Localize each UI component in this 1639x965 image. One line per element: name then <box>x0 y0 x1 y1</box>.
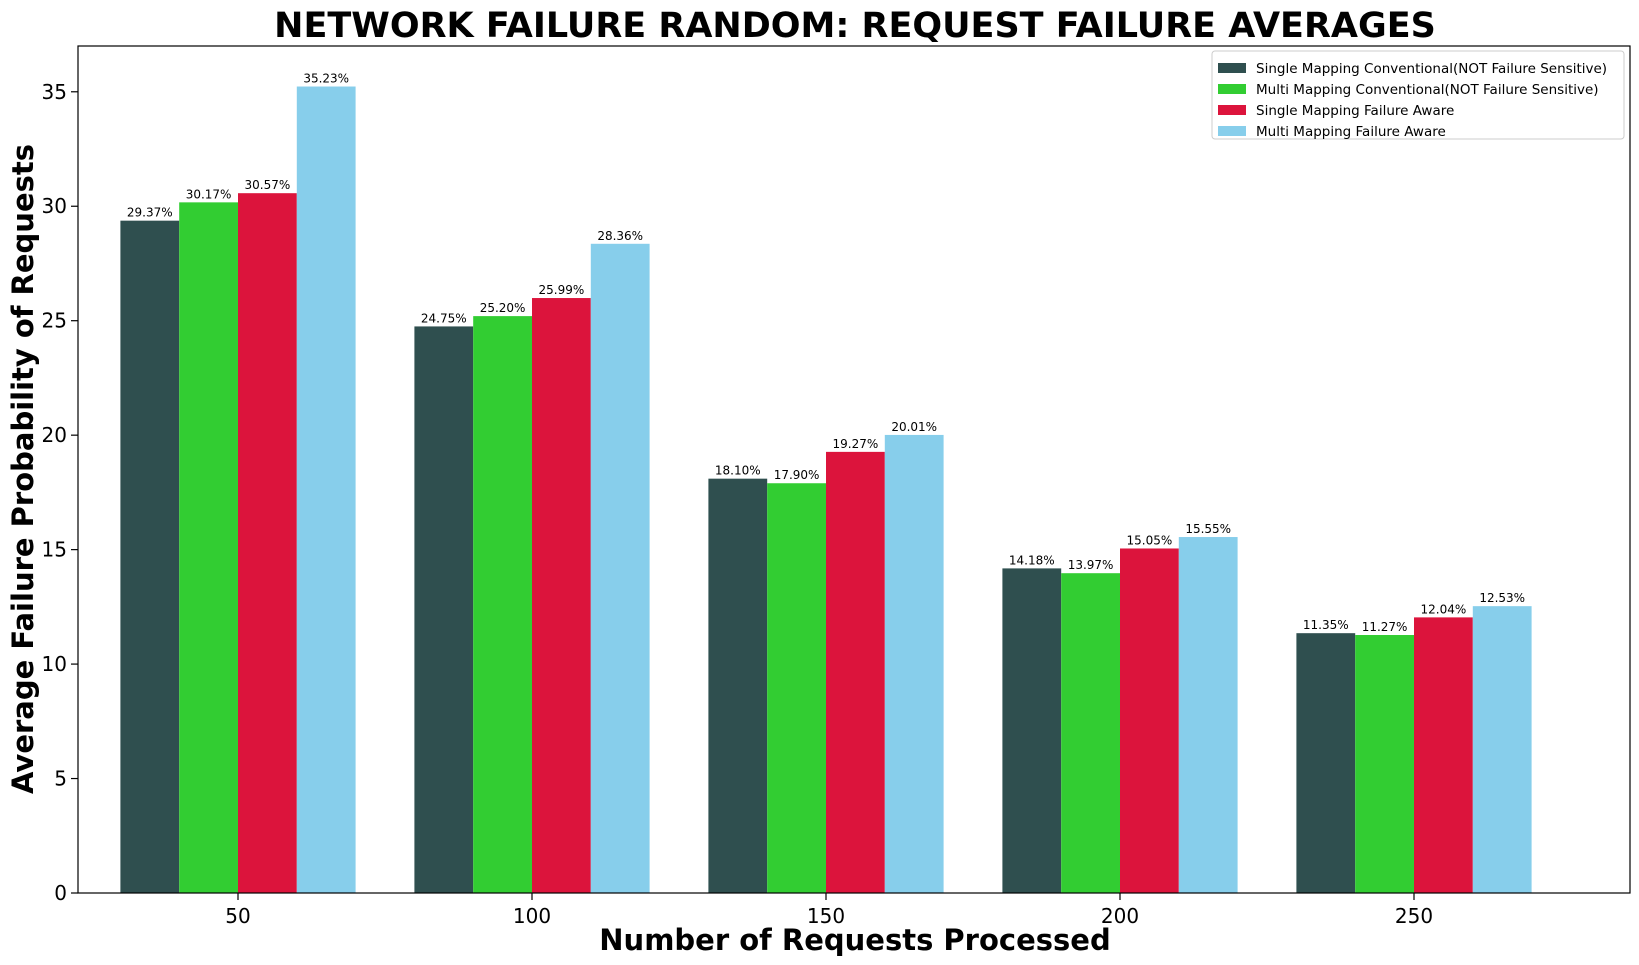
data-label-s2-200: 13.97% <box>1068 558 1114 572</box>
data-label-s1-200: 14.18% <box>1009 553 1055 567</box>
legend: Single Mapping Conventional(NOT Failure … <box>1211 50 1625 140</box>
bar-s4-100 <box>590 243 650 894</box>
legend-label-3: Single Mapping Failure Aware <box>1256 103 1454 119</box>
bar-s4-50 <box>296 86 356 893</box>
x-tick-label-200: 200 <box>1101 904 1139 928</box>
data-label-s4-50: 35.23% <box>303 72 349 86</box>
data-label-s1-100: 24.75% <box>421 311 467 325</box>
chart-title: NETWORK FAILURE RANDOM: REQUEST FAILURE … <box>274 6 1436 46</box>
data-label-s4-100: 28.36% <box>597 229 643 243</box>
plot-frame <box>77 45 1631 894</box>
data-label-s4-200: 15.55% <box>1185 522 1231 536</box>
bar-s2-100 <box>473 316 532 893</box>
x-tick-label-150: 150 <box>807 904 845 928</box>
data-label-s2-150: 17.90% <box>774 468 820 482</box>
data-label-s1-150: 18.10% <box>715 464 761 478</box>
y-tick-label-35: 35 <box>42 80 67 104</box>
data-label-s3-150: 19.27% <box>833 437 879 451</box>
bar-s3-200 <box>1120 548 1179 893</box>
plot-area: 29.37% 24.75% 18.10% 14.18% 11.35% 30.17% 25.2… <box>42 45 1631 928</box>
bar-s1-100 <box>414 326 474 893</box>
y-tick-label-15: 15 <box>42 538 67 562</box>
data-label-s4-150: 20.01% <box>891 420 937 434</box>
legend-label-2: Multi Mapping Conventional(NOT Failure S… <box>1256 82 1599 98</box>
bar-s3-100 <box>532 298 591 893</box>
legend-label-1: Single Mapping Conventional(NOT Failure … <box>1256 61 1607 77</box>
data-label-s3-100: 25.99% <box>539 283 585 297</box>
bar-s3-50 <box>238 193 297 893</box>
x-axis-label: Number of Requests Processed <box>599 923 1110 957</box>
bar-s3-250 <box>1414 617 1473 893</box>
bar-s4-150 <box>884 434 944 893</box>
x-tick-label-100: 100 <box>513 904 551 928</box>
legend-box <box>1211 50 1625 140</box>
data-label-s1-50: 29.37% <box>127 206 173 220</box>
data-label-s3-200: 15.05% <box>1127 533 1173 547</box>
y-tick-label-5: 5 <box>54 767 67 791</box>
bar-s2-50 <box>179 202 238 894</box>
bar-s1-200 <box>1002 568 1062 893</box>
legend-swatch-4 <box>1218 126 1246 136</box>
legend-swatch-3 <box>1218 105 1246 115</box>
bar-s1-150 <box>708 478 768 893</box>
y-axis-label: Average Failure Probability of Requests <box>6 144 40 794</box>
bar-s4-250 <box>1472 606 1532 893</box>
y-tick-label-25: 25 <box>42 309 67 333</box>
data-label-s4-250: 12.53% <box>1479 591 1525 605</box>
bar-s1-250 <box>1296 633 1356 893</box>
data-label-s2-50: 30.17% <box>186 187 232 201</box>
bar-s2-150 <box>767 483 826 893</box>
y-tick-label-10: 10 <box>42 652 67 676</box>
y-tick-label-20: 20 <box>42 423 67 447</box>
data-label-s1-250: 11.35% <box>1303 618 1349 632</box>
bar-s1-50 <box>120 220 180 894</box>
bar-s2-250 <box>1355 635 1414 893</box>
bar-s2-200 <box>1061 573 1120 893</box>
legend-label-4: Multi Mapping Failure Aware <box>1256 124 1446 140</box>
y-tick-label-30: 30 <box>42 194 67 218</box>
bar-s4-200 <box>1178 537 1238 893</box>
data-label-s3-50: 30.57% <box>245 178 291 192</box>
bar-s3-150 <box>826 451 885 893</box>
x-tick-label-250: 250 <box>1395 904 1433 928</box>
y-tick-label-0: 0 <box>54 881 67 905</box>
data-label-s2-250: 11.27% <box>1362 620 1408 634</box>
legend-swatch-1 <box>1218 63 1246 73</box>
data-label-s2-100: 25.20% <box>480 301 526 315</box>
data-label-s3-250: 12.04% <box>1421 602 1467 616</box>
legend-swatch-2 <box>1218 84 1246 94</box>
x-tick-label-50: 50 <box>225 904 250 928</box>
